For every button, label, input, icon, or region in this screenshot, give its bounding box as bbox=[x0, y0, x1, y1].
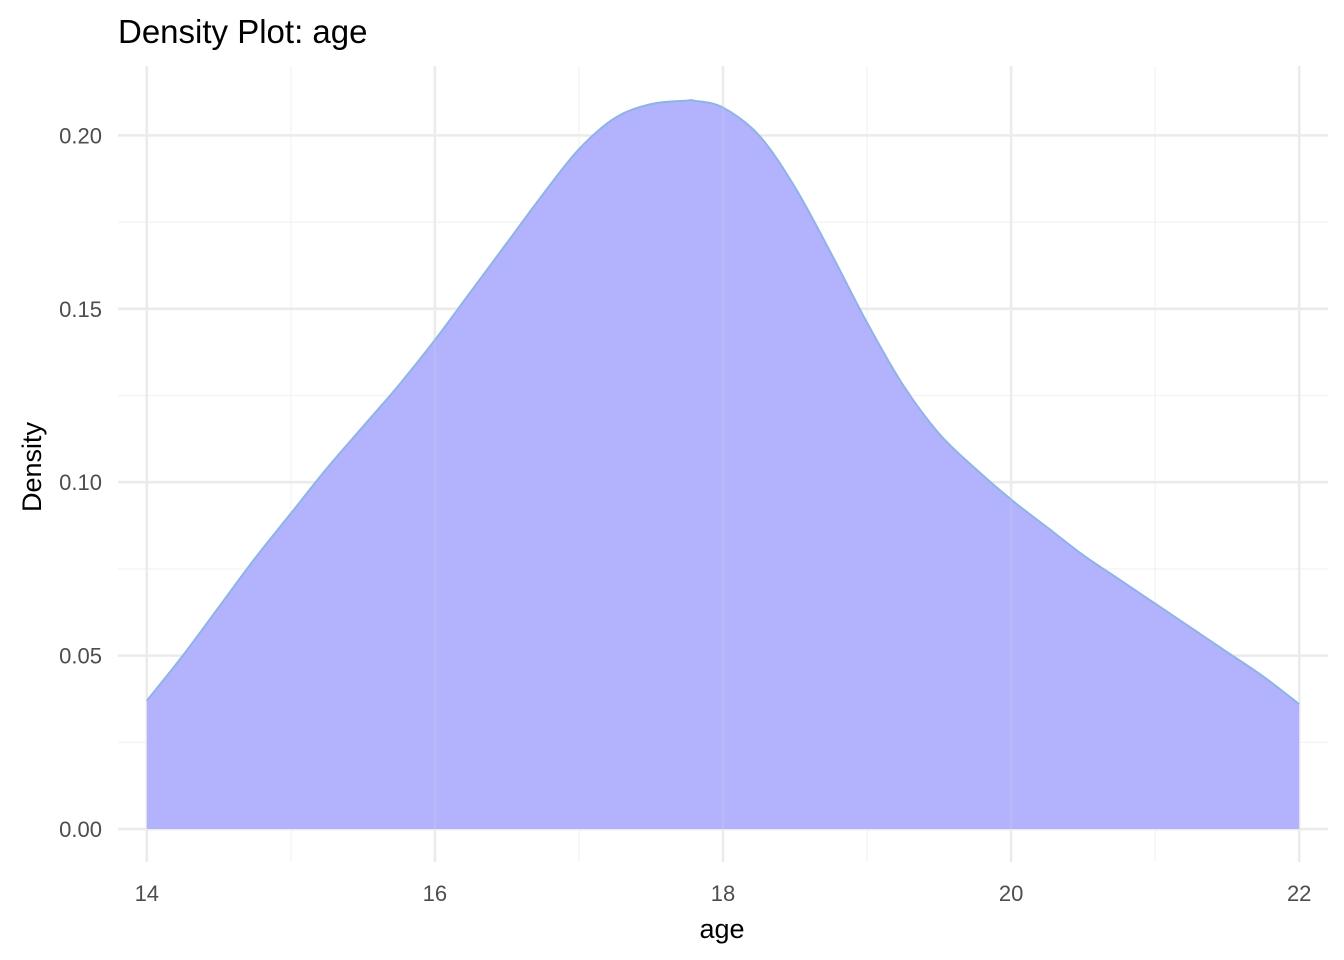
x-tick-label: 14 bbox=[135, 881, 159, 906]
y-tick-label: 0.05 bbox=[59, 644, 102, 669]
density-line bbox=[146, 99, 1300, 705]
x-tick-label: 18 bbox=[711, 881, 735, 906]
y-axis-ticks: 0.00 0.05 0.10 0.15 0.20 bbox=[59, 123, 102, 842]
y-axis-title: Density bbox=[17, 421, 47, 512]
x-axis-title: age bbox=[699, 914, 744, 944]
x-axis-ticks: 14 16 18 20 22 bbox=[135, 881, 1312, 906]
chart-title: Density Plot: age bbox=[118, 13, 367, 50]
y-tick-label: 0.10 bbox=[59, 470, 102, 495]
x-tick-label: 20 bbox=[999, 881, 1023, 906]
y-tick-label: 0.15 bbox=[59, 297, 102, 322]
y-tick-label: 0.00 bbox=[59, 817, 102, 842]
density-series bbox=[146, 66, 1300, 830]
y-tick-label: 0.20 bbox=[59, 123, 102, 148]
x-tick-label: 22 bbox=[1287, 881, 1311, 906]
density-area bbox=[146, 100, 1300, 830]
x-tick-label: 16 bbox=[423, 881, 447, 906]
